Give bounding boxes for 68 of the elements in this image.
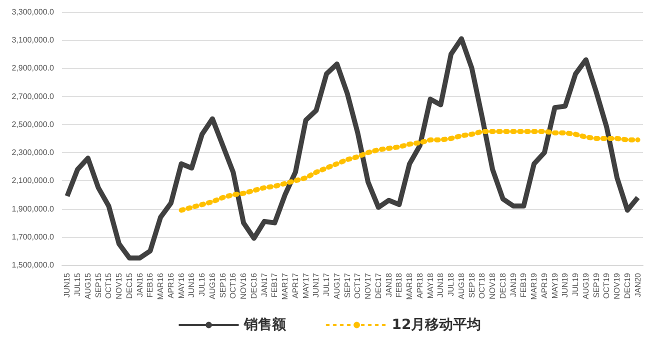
x-tick-label: MAR16	[156, 272, 166, 300]
x-tick-label: NOV19	[612, 272, 622, 300]
x-tick-label: JAN17	[260, 272, 269, 298]
x-tick-label: APR18	[415, 272, 424, 298]
x-tick-label: DEC18	[498, 272, 508, 299]
x-tick-label: NOV17	[364, 272, 373, 300]
x-tick-label: AUG16	[208, 272, 217, 300]
x-tick-label: AUG15	[83, 272, 92, 300]
x-tick-label: OCT18	[478, 272, 487, 299]
x-tick-label: DEC16	[249, 272, 258, 299]
x-tick-label: FEB16	[146, 272, 155, 298]
x-tick-label: DEC19	[622, 272, 632, 299]
x-tick-label: MAY18	[426, 272, 435, 299]
x-tick-label: APR19	[540, 272, 549, 298]
y-tick-label: 3,300,000.0	[12, 8, 55, 16]
y-tick-label: 2,700,000.0	[12, 92, 55, 101]
x-tick-label: SEP18	[467, 272, 476, 298]
x-tick-label: MAY19	[550, 272, 560, 299]
x-tick-label: OCT19	[602, 272, 612, 299]
legend-label: 12月移动平均	[392, 317, 482, 333]
x-tick-label: JAN18	[384, 272, 394, 298]
x-tick-label: APR17	[290, 272, 300, 298]
x-tick-label: SEP19	[592, 272, 601, 298]
x-tick-label: AUG17	[332, 272, 342, 300]
x-tick-label: MAR17	[280, 272, 290, 300]
x-tick-label: SEP17	[342, 272, 352, 298]
y-tick-label: 2,500,000.0	[12, 120, 55, 129]
x-tick-label: APR16	[166, 272, 176, 298]
x-tick-label: JUL17	[322, 272, 332, 296]
legend-label: 销售额	[242, 316, 287, 333]
x-tick-label: OCT16	[228, 272, 238, 299]
y-tick-label: 2,300,000.0	[12, 148, 55, 158]
x-tick-label: JUN19	[560, 272, 570, 298]
y-tick-label: 2,100,000.0	[12, 176, 55, 186]
x-tick-label: JUL16	[198, 272, 207, 296]
x-tick-label: JUN17	[312, 272, 321, 298]
x-tick-label: JUN16	[187, 272, 196, 298]
y-tick-label: 1,900,000.0	[12, 204, 55, 214]
x-tick-label: OCT15	[104, 272, 114, 299]
y-tick-label: 1,700,000.0	[12, 232, 55, 242]
x-tick-label: JUL19	[571, 272, 580, 296]
x-tick-label: MAY17	[301, 272, 310, 299]
x-tick-label: FEB18	[394, 272, 404, 298]
x-tick-label: SEP15	[94, 272, 103, 298]
y-tick-label: 1,500,000.0	[12, 260, 55, 270]
x-tick-label: NOV18	[488, 272, 498, 300]
x-tick-label: OCT17	[353, 272, 362, 299]
x-tick-label: JAN16	[135, 272, 144, 298]
x-tick-label: AUG19	[581, 272, 590, 300]
x-tick-label: NOV15	[114, 272, 124, 300]
x-tick-label: JUL15	[73, 272, 82, 296]
x-tick-label: JUN18	[436, 272, 446, 298]
x-tick-label: MAY16	[176, 272, 186, 299]
x-tick-label: JAN20	[633, 272, 642, 298]
x-tick-label: FEB17	[270, 272, 280, 298]
x-tick-label: DEC15	[124, 272, 134, 299]
x-tick-label: FEB19	[519, 272, 528, 298]
x-tick-label: JAN19	[508, 272, 518, 298]
y-tick-label: 3,100,000.0	[12, 36, 55, 45]
x-tick-label: NOV16	[239, 272, 248, 300]
y-tick-label: 2,900,000.0	[12, 64, 55, 73]
x-tick-label: MAR19	[530, 272, 539, 300]
x-tick-label: JUN15	[62, 272, 72, 298]
x-tick-label: MAR18	[405, 272, 414, 300]
x-tick-label: SEP16	[218, 272, 228, 298]
x-tick-label: AUG18	[456, 272, 466, 300]
x-tick-label: DEC17	[374, 272, 383, 299]
x-tick-label: JUL18	[446, 272, 456, 296]
